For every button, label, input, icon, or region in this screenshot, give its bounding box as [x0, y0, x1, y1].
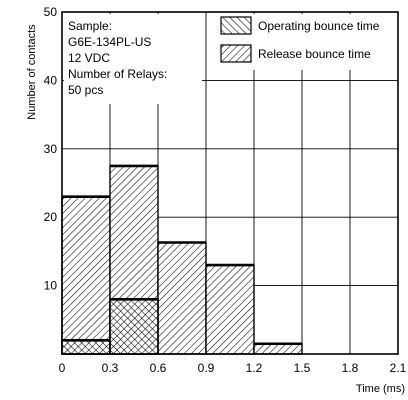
x-tick-label: 2.1 [390, 361, 407, 375]
relay-count-label: Number of Relays: [68, 67, 167, 81]
sample-info-box [64, 14, 202, 104]
x-tick-label: 0 [59, 361, 66, 375]
legend-swatch-operating [220, 16, 252, 35]
x-tick-label: 0.6 [150, 361, 167, 375]
x-tick-label: 0.9 [198, 361, 215, 375]
sample-label: Sample: [68, 19, 112, 33]
legend-label-release: Release bounce time [258, 47, 371, 61]
y-tick-label: 30 [44, 142, 58, 156]
plot-frame [61, 11, 399, 355]
legend: Operating bounce time Release bounce tim… [215, 14, 396, 70]
x-tick-label: 1.5 [294, 361, 311, 375]
x-tick-labels: 0 0.3 0.6 0.9 1.2 1.5 1.8 2.1 [59, 361, 407, 375]
release-bars [61, 164, 303, 355]
sample-voltage: 12 VDC [68, 51, 110, 65]
y-tick-labels: 10 20 30 40 50 [44, 5, 58, 293]
y-tick-label: 10 [44, 279, 58, 293]
y-tick-label: 40 [44, 73, 58, 87]
y-tick-label: 50 [44, 5, 58, 19]
release-bar [253, 343, 303, 355]
legend-swatch-release [220, 44, 252, 63]
y-tick-label: 20 [44, 210, 58, 224]
x-tick-label: 1.8 [342, 361, 359, 375]
legend-label-operating: Operating bounce time [258, 19, 380, 33]
y-axis-label: Number of contacts [26, 24, 38, 120]
x-tick-label: 0.3 [102, 361, 119, 375]
release-bar [61, 195, 111, 355]
release-bar [205, 264, 255, 355]
release-bar [157, 241, 207, 355]
x-axis-label: Time (ms) [356, 383, 405, 395]
operating-bar-overlap [61, 339, 111, 355]
x-tick-label: 1.2 [246, 361, 263, 375]
operating-bars [61, 297, 159, 355]
sample-model: G6E-134PL-US [68, 35, 151, 49]
sample-info: Sample: G6E-134PL-US 12 VDC Number of Re… [64, 14, 202, 104]
operating-bar-overlap [109, 298, 159, 355]
relay-count-value: 50 pcs [68, 83, 103, 97]
